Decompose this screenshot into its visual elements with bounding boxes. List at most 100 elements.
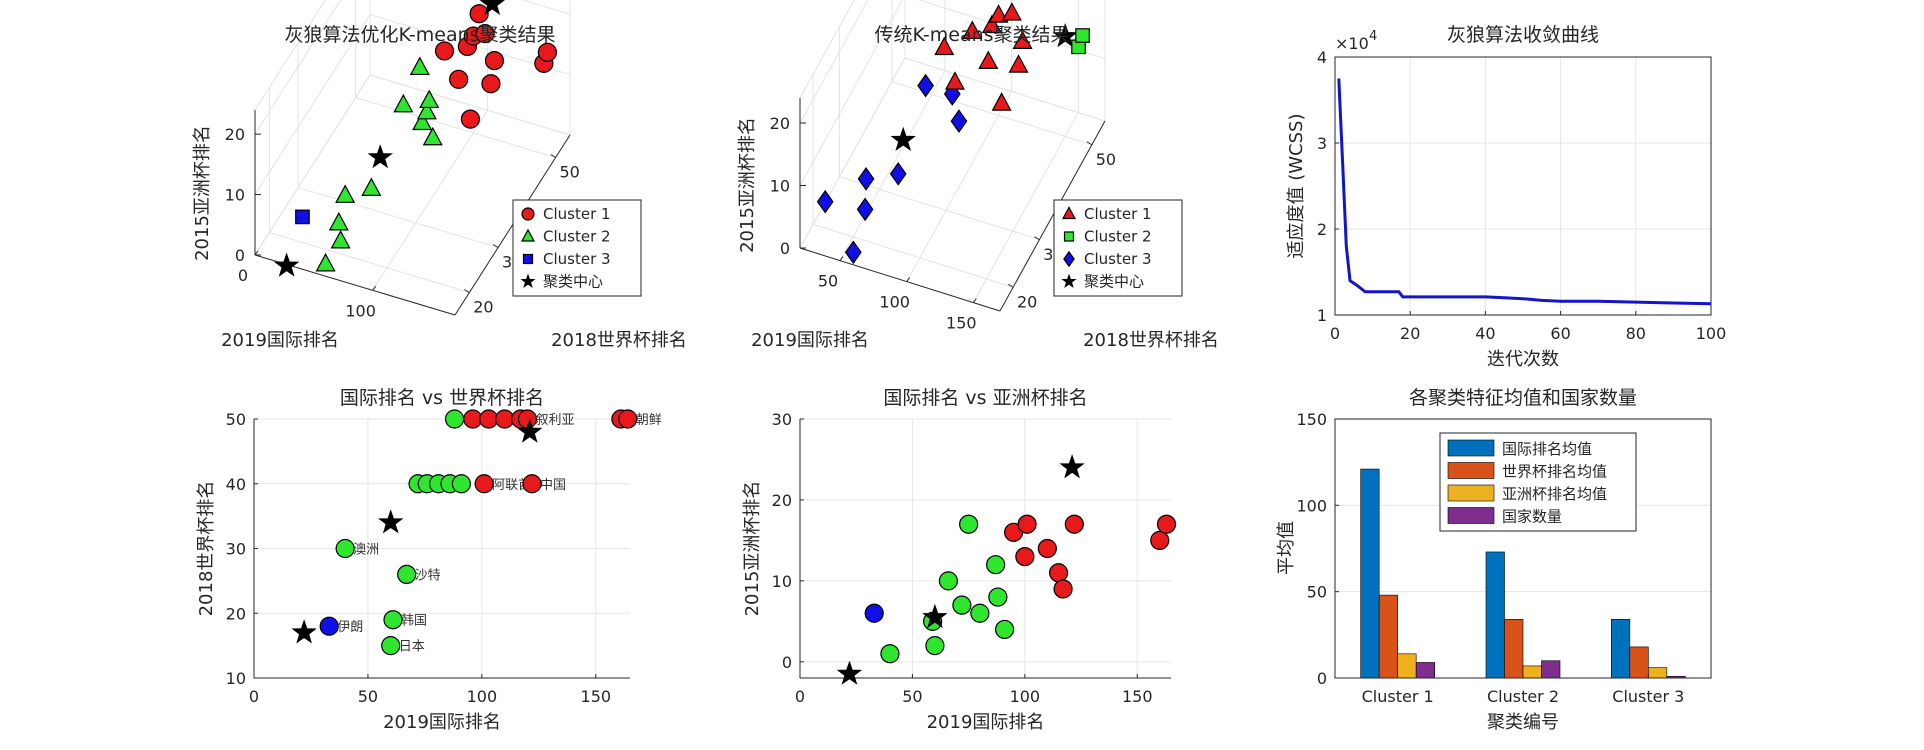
bar-4 xyxy=(1415,662,1435,679)
y-tick-label: 50 xyxy=(226,410,246,429)
legend-entry: Cluster 2 xyxy=(1084,228,1152,246)
cluster-center xyxy=(922,603,948,629)
bar-3 xyxy=(1648,667,1668,679)
z-tick-label: 10 xyxy=(770,177,790,196)
y-axis-label: 适应度值 (WCSS) xyxy=(1286,114,1307,259)
point-cluster-2 xyxy=(383,610,403,630)
x-axis-label: 聚类编号 xyxy=(1487,712,1559,733)
y-tick-label: 2 xyxy=(1317,220,1327,239)
grid-3d xyxy=(799,0,1106,303)
legend-entry: Cluster 1 xyxy=(543,205,611,223)
point-center xyxy=(1052,22,1078,48)
bar-2 xyxy=(1378,594,1398,679)
point-label: 伊朗 xyxy=(337,620,363,635)
point-label: 沙特 xyxy=(415,568,441,583)
legend-entry: Cluster 3 xyxy=(1084,250,1152,268)
x-axis-label: 2019国际排名 xyxy=(221,330,339,351)
y-tick-label: 40 xyxy=(226,475,246,494)
point-cluster-2 xyxy=(315,252,336,272)
legend-marker xyxy=(1061,273,1077,288)
bar-1 xyxy=(1485,551,1505,679)
markers xyxy=(273,0,557,277)
legend-swatch xyxy=(1447,507,1495,524)
legend-swatch xyxy=(1447,462,1495,479)
x-tick-label: 150 xyxy=(946,314,977,333)
y-tick xyxy=(550,154,556,158)
legend-marker xyxy=(520,228,536,242)
y-tick-label: 20 xyxy=(226,604,246,623)
point-cluster-1 xyxy=(1001,2,1022,21)
grid-line xyxy=(972,0,1079,303)
legend-entry: 世界杯排名均值 xyxy=(1502,463,1607,481)
grid-line xyxy=(812,74,1014,288)
point-cluster-3 xyxy=(917,73,935,98)
legend-entry: 国家数量 xyxy=(1502,508,1562,526)
point-label: 日本 xyxy=(399,640,425,655)
point-cluster-3 xyxy=(816,189,834,214)
z-tick-label: 0 xyxy=(780,239,790,258)
x-tick-label: Cluster 3 xyxy=(1612,687,1684,706)
point-cluster-2 xyxy=(328,211,349,231)
point-label: 阿联酋 xyxy=(492,477,531,493)
point-cluster-2 xyxy=(925,636,945,656)
plot-frame xyxy=(1334,418,1712,679)
exponent-power: 4 xyxy=(1369,29,1377,44)
point-cluster-1 xyxy=(434,41,455,61)
y-tick-label: 0 xyxy=(1317,669,1327,688)
bar-3 xyxy=(1397,653,1417,679)
grid-line xyxy=(799,0,855,99)
y-tick-label: 30 xyxy=(772,410,792,429)
grid-line xyxy=(254,0,326,111)
z-tick-label: 10 xyxy=(225,186,245,205)
x-tick-label: 0 xyxy=(1330,324,1340,343)
x-tick-label: 0 xyxy=(795,687,805,706)
x-tick-label: Cluster 1 xyxy=(1362,687,1434,706)
x-tick-label: 50 xyxy=(818,272,838,291)
legend-marker xyxy=(1063,250,1075,268)
point-center xyxy=(890,126,916,151)
y-axis-label: 2018世界杯排名 xyxy=(551,330,687,351)
grid-line xyxy=(799,57,1106,249)
x-tick-label: 40 xyxy=(1475,324,1495,343)
legend-entry: Cluster 3 xyxy=(543,250,611,268)
point-cluster-2 xyxy=(419,89,440,109)
bar-1 xyxy=(1360,468,1380,679)
z-tick-label: 20 xyxy=(770,114,790,133)
point-cluster-1 xyxy=(522,474,542,494)
grid-line xyxy=(254,0,571,135)
legend-entry: 国际排名均值 xyxy=(1502,440,1592,458)
y-axis-label: 2015亚洲杯排名 xyxy=(742,481,763,617)
point-label: 韩国 xyxy=(401,614,427,629)
x-tick xyxy=(372,285,377,291)
x-axis-label: 迭代次数 xyxy=(1487,349,1559,370)
y-tick-label: 20 xyxy=(473,298,493,317)
point-cluster-1 xyxy=(474,474,494,494)
y-tick-label: 4 xyxy=(1317,48,1327,67)
markers xyxy=(816,2,1090,265)
y-tick xyxy=(464,289,470,293)
point-cluster-1 xyxy=(537,42,557,62)
point-cluster-3 xyxy=(889,162,907,186)
x-tick-label: 150 xyxy=(581,687,612,706)
y-tick-label: 100 xyxy=(1296,496,1327,515)
grid xyxy=(1334,56,1712,316)
point-cluster-1 xyxy=(1150,530,1170,551)
point-cluster-1 xyxy=(934,36,955,56)
y-tick xyxy=(1086,141,1093,146)
x-tick xyxy=(839,256,844,261)
bar-1 xyxy=(1611,618,1631,679)
point-cluster-3 xyxy=(295,209,310,225)
point-label: 叙利亚 xyxy=(535,413,574,428)
x-axis-label: 2019国际排名 xyxy=(383,712,501,733)
point-center xyxy=(479,0,505,15)
x-tick-label: 60 xyxy=(1550,324,1570,343)
grid-line xyxy=(906,0,1013,282)
exponent-label: ×10 xyxy=(1335,34,1369,53)
y-tick-label: 50 xyxy=(559,163,579,182)
point-cluster-2 xyxy=(397,564,417,585)
point-cluster-2 xyxy=(416,100,437,120)
